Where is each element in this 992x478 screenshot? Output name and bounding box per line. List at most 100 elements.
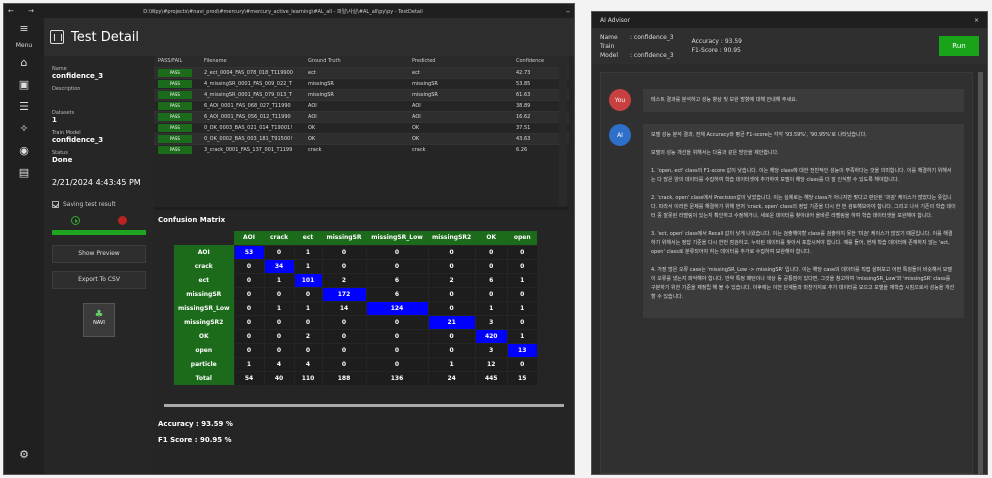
answer-paragraph: 2. 'crack, open' class에서 Precision값이 낮았습… [651, 195, 956, 219]
show-preview-button[interactable]: Show Preview [52, 245, 146, 263]
checkbox-icon[interactable] [52, 201, 59, 208]
logo-text: NAVI [93, 320, 105, 326]
table-cell: 6_AOI_0001_FAS_056_012_T11990 [200, 110, 304, 122]
matrix-cell: 0 [365, 258, 429, 274]
matrix-cell: 1 [293, 258, 323, 274]
matrix-cell: 445 [474, 370, 508, 386]
chart-icon[interactable]: ▤ [18, 166, 30, 179]
forward-icon[interactable]: → [28, 7, 34, 15]
matrix-cell: 1 [263, 300, 295, 316]
matrix-row: AOI 53 0 1 0 0 0 0 0 [174, 244, 538, 260]
back-icon[interactable]: ← [8, 7, 14, 15]
table-cell: PASS [154, 77, 200, 89]
matrix-row-header: ect [174, 273, 235, 287]
pass-badge: PASS [158, 134, 192, 143]
f1-value: F1-Score : 90.95 [691, 47, 741, 54]
matrix-cell: 1 [427, 356, 476, 372]
chat-scrollbar[interactable] [978, 72, 983, 474]
results-scrollbar[interactable] [559, 56, 567, 206]
matrix-cell: 0 [365, 314, 429, 330]
stop-icon [118, 215, 127, 225]
table-cell: missingSR [304, 88, 408, 100]
matrix-cell: 0 [263, 342, 295, 358]
matrix-cell: 0 [427, 300, 476, 316]
matrix-scrollbar[interactable] [164, 404, 564, 407]
matrix-cell: 0 [365, 356, 429, 372]
matrix-column-header: ect [294, 231, 323, 245]
matrix-cell: 1 [293, 300, 323, 316]
matrix-cell: 0 [321, 342, 367, 358]
column-header[interactable]: Filename [200, 56, 304, 67]
matrix-row-header: Total [174, 371, 235, 385]
table-cell: missingSR [304, 77, 408, 89]
column-header[interactable]: Predicted [408, 56, 512, 67]
matrix-cell: 0 [233, 272, 265, 288]
matrix-cell: 1 [506, 272, 538, 288]
matrix-cell: 0 [506, 356, 538, 372]
matrix-cell: 2 [321, 272, 367, 288]
menu-label: Menu [15, 42, 33, 49]
matrix-cell: 0 [263, 286, 295, 302]
matrix-cell: 0 [321, 258, 367, 274]
splitter[interactable] [154, 207, 569, 210]
table-row[interactable]: PASS 4_missingSR_0001_FAS_079_013_T missin… [154, 88, 569, 100]
description-label: Description [52, 86, 81, 92]
user-message: You 테스트 결과를 분석하고 성능 향상 및 보완 방향에 대해 안내해 주… [601, 83, 972, 118]
stop-button[interactable] [99, 213, 146, 227]
matrix-row-header: missingSR [174, 287, 235, 301]
start-button[interactable] [52, 213, 99, 227]
table-row[interactable]: PASS 6_AOI_0001_FAS_056_012_T11990 AOI AOI 1… [154, 110, 569, 122]
matrix-cell: 1 [506, 328, 538, 344]
matrix-cell: 0 [474, 244, 508, 260]
table-cell: PASS [154, 88, 200, 100]
train-model-label: Train Model [52, 130, 81, 136]
table-row[interactable]: PASS 3_crack_0001_FAS_137_001_T1199 crack c… [154, 143, 569, 155]
accuracy-value: Accuracy : 93.59 [691, 38, 742, 45]
saving-checkbox[interactable]: Saving test result [52, 201, 146, 208]
matrix-cell: 0 [365, 342, 429, 358]
matrix-cell: 0 [474, 258, 508, 274]
export-csv-button[interactable]: Export To CSV [52, 271, 146, 289]
matrix-cell: 101 [293, 272, 323, 288]
progress-bar [52, 230, 146, 235]
table-row[interactable]: PASS 2_ect_0004_FAS_078_018_T119900 ect ect… [154, 66, 569, 78]
home-icon[interactable]: ⌂ [20, 56, 28, 69]
run-button[interactable]: Run [939, 36, 979, 56]
name-label: Name [52, 66, 67, 72]
table-row[interactable]: PASS 4_missingSR_0001_FAS_009_022_T missin… [154, 77, 569, 89]
close-icon[interactable]: × [973, 16, 979, 24]
column-header[interactable]: PASS/FAIL [154, 56, 200, 67]
table-cell: 3_crack_0001_FAS_137_001_T1199 [200, 143, 304, 155]
matrix-cell: 0 [321, 244, 367, 260]
table-cell: 0_OK_0003_BAS_021_014_T19001! [200, 121, 304, 133]
column-header[interactable]: Confidence [512, 56, 569, 67]
matrix-cell: 0 [365, 328, 429, 344]
navi-logo: ♣ NAVI [83, 303, 115, 337]
sliders-icon[interactable]: ☰ [19, 100, 29, 113]
table-row[interactable]: PASS 0_OK_0002_BAS_003_181_T91500! OK OK 43.… [154, 132, 569, 144]
matrix-row: crack 0 34 1 0 0 0 0 0 [174, 258, 538, 274]
settings-icon[interactable]: ⚙ [19, 448, 29, 461]
brain-icon[interactable]: ◉ [19, 144, 29, 157]
table-row[interactable]: PASS 6_AOI_0001_FAS_068_027_T11990 AOI AOI 3… [154, 99, 569, 111]
matrix-cell: 0 [233, 328, 265, 344]
matrix-cell: 34 [263, 258, 295, 274]
matrix-cell: 3 [474, 314, 508, 330]
wand-icon[interactable]: ✧ [19, 122, 29, 135]
matrix-cell: 6 [365, 272, 429, 288]
matrix-row: OK 0 0 2 0 0 0 420 1 [174, 328, 538, 344]
matrix-cell: 1 [293, 244, 323, 260]
matrix-row-header: OK [174, 329, 235, 343]
chat-area: You 테스트 결과를 분석하고 성능 향상 및 보완 방향에 대해 안내해 주… [600, 72, 973, 474]
table-cell: OK [408, 132, 512, 144]
image-icon[interactable]: ▣ [18, 78, 30, 91]
matrix-cell: 188 [321, 370, 367, 386]
train-value: : confidence_3 [630, 51, 674, 59]
minimize-button[interactable]: – [566, 6, 570, 16]
table-cell: ect [408, 66, 512, 78]
column-header[interactable]: Ground Truth [304, 56, 408, 67]
table-row[interactable]: PASS 0_OK_0003_BAS_021_014_T19001! OK OK 37.… [154, 121, 569, 133]
name-label: Name [600, 33, 618, 41]
hamburger-icon[interactable]: ≡ [19, 22, 29, 35]
answer-paragraph: 1. 'open, ect' class의 F1-score 값이 낮습니다. … [651, 168, 952, 183]
